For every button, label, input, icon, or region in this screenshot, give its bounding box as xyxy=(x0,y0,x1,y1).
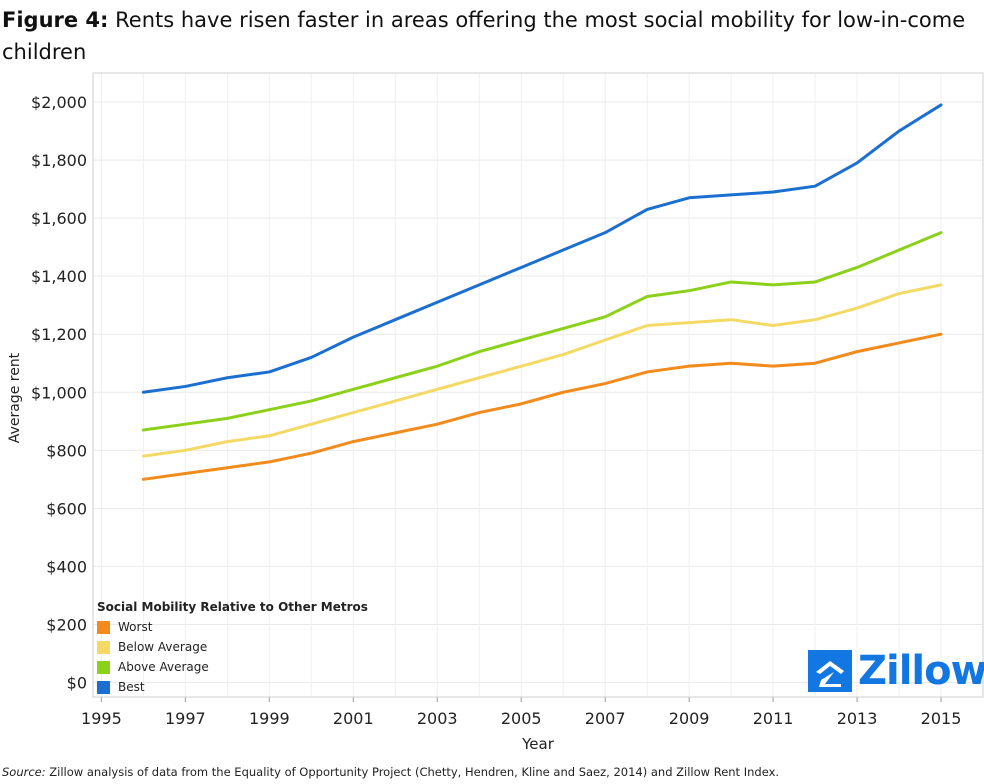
title-text: Rents have risen faster in areas offerin… xyxy=(2,8,966,64)
x-axis-label: Year xyxy=(521,735,555,753)
y-tick-label: $1,400 xyxy=(31,267,87,286)
x-tick-label: 2003 xyxy=(417,709,458,728)
legend-item: Above Average xyxy=(97,657,368,677)
y-tick-label: $200 xyxy=(46,615,87,634)
source-label: Source: xyxy=(2,765,46,779)
legend: Social Mobility Relative to Other Metros… xyxy=(97,600,368,697)
grid xyxy=(93,73,983,697)
legend-title: Social Mobility Relative to Other Metros xyxy=(97,600,368,614)
x-tick-label: 2007 xyxy=(585,709,626,728)
y-tick-label: $400 xyxy=(46,557,87,576)
y-tick-label: $600 xyxy=(46,499,87,518)
figure-label: Figure 4: xyxy=(2,8,109,32)
chart-title: Figure 4: Rents have risen faster in are… xyxy=(2,4,977,68)
x-tick-label: 2009 xyxy=(669,709,710,728)
y-tick-label: $2,000 xyxy=(31,93,87,112)
legend-swatch xyxy=(97,620,110,634)
zillow-wordmark: Zillow xyxy=(858,648,984,694)
legend-swatch xyxy=(97,660,110,674)
source-note: Source: Zillow analysis of data from the… xyxy=(2,765,779,779)
series-line-best xyxy=(141,103,943,394)
legend-item: Worst xyxy=(97,617,368,637)
x-tick-label: 1995 xyxy=(81,709,122,728)
series-line-below-average xyxy=(141,283,943,458)
x-tick-label: 1999 xyxy=(249,709,290,728)
legend-label: Above Average xyxy=(118,660,209,674)
series-lines xyxy=(141,103,943,481)
tick-labels: $0 $200 $400 $600 $800 $1,000 $1,200 $1,400 $1,6… xyxy=(31,93,961,728)
x-tick-label: 2011 xyxy=(753,709,794,728)
y-tick-label: $1,600 xyxy=(31,209,87,228)
y-tick-label: $0 xyxy=(67,673,87,692)
series-line-above-average xyxy=(141,231,943,432)
zillow-logo: Zillow ® xyxy=(808,648,984,694)
legend-swatch xyxy=(97,640,110,654)
x-tick-label: 2005 xyxy=(501,709,542,728)
x-tick-label: 2013 xyxy=(837,709,878,728)
x-tick-label: 1997 xyxy=(165,709,206,728)
y-tick-label: $1,800 xyxy=(31,151,87,170)
legend-label: Best xyxy=(118,680,145,694)
x-tick-label: 2015 xyxy=(921,709,962,728)
legend-label: Below Average xyxy=(118,640,208,654)
legend-item: Best xyxy=(97,677,368,697)
axes xyxy=(92,72,984,702)
y-axis-label: Average rent xyxy=(7,352,23,443)
zillow-house-icon xyxy=(808,650,852,692)
series-line-worst xyxy=(141,332,943,481)
source-text: Zillow analysis of data from the Equalit… xyxy=(49,765,780,779)
y-tick-label: $1,000 xyxy=(31,383,87,402)
y-tick-label: $1,200 xyxy=(31,325,87,344)
legend-swatch xyxy=(97,680,110,694)
legend-label: Worst xyxy=(118,620,153,634)
y-tick-label: $800 xyxy=(46,441,87,460)
legend-item: Below Average xyxy=(97,637,368,657)
x-tick-label: 2001 xyxy=(333,709,374,728)
plot-frame xyxy=(92,72,984,698)
